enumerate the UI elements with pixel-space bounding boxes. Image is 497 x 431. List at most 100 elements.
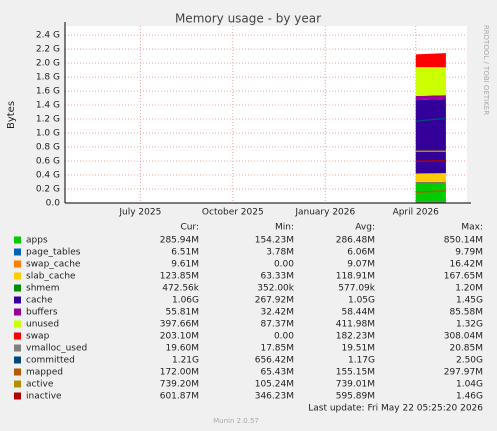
legend-stat: 308.04M bbox=[444, 332, 483, 342]
legend-stat: 105.24M bbox=[255, 380, 294, 390]
y-tick-label: 2.2 G bbox=[36, 45, 60, 55]
legend-stat: 20.85M bbox=[449, 344, 483, 354]
legend-stat: 118.91M bbox=[336, 272, 375, 282]
legend-stat: 1.17G bbox=[348, 356, 375, 366]
legend-stat: 203.10M bbox=[160, 332, 199, 342]
legend-label: page_tables bbox=[26, 248, 81, 258]
legend-stat: 167.65M bbox=[444, 272, 483, 282]
legend-swatch bbox=[14, 272, 21, 280]
legend-stat: 17.85M bbox=[260, 344, 294, 354]
area bbox=[415, 182, 446, 203]
legend-stat: 739.20M bbox=[160, 380, 199, 390]
legend-stat: 1.46G bbox=[456, 392, 483, 402]
last-update: Last update: Fri May 22 05:25:20 2026 bbox=[308, 404, 483, 414]
legend-stat: 65.43M bbox=[260, 368, 294, 378]
area bbox=[415, 95, 446, 101]
legend-stat: 19.60M bbox=[165, 344, 199, 354]
legend-label: apps bbox=[26, 236, 48, 246]
legend-header: Max: bbox=[461, 223, 483, 233]
legend-stat: 2.50G bbox=[456, 356, 483, 366]
legend-stat: 352.00k bbox=[257, 284, 294, 294]
y-tick-label: 2.4 G bbox=[36, 31, 60, 41]
legend-stat: 19.51M bbox=[341, 344, 375, 354]
x-tick-label: July 2025 bbox=[118, 208, 161, 218]
y-tick-label: 1.8 G bbox=[36, 73, 60, 83]
legend-stat: 3.78M bbox=[266, 248, 294, 258]
y-tick-label: 0.2 G bbox=[36, 185, 60, 195]
y-tick-label: 1.4 G bbox=[36, 101, 60, 111]
legend-stat: 9.79M bbox=[455, 248, 483, 258]
legend-label: buffers bbox=[26, 308, 58, 318]
legend-stat: 1.32G bbox=[456, 320, 483, 330]
footer: Munin 2.0.57 bbox=[213, 417, 259, 425]
plot-area bbox=[65, 26, 467, 203]
legend-stat: 346.23M bbox=[255, 392, 294, 402]
legend-stat: 1.05G bbox=[348, 296, 375, 306]
legend-stat: 182.23M bbox=[336, 332, 375, 342]
y-tick-label: 2.0 G bbox=[36, 59, 60, 69]
side-note: RRDTOOL / TOBI OETIKER bbox=[482, 25, 490, 115]
legend-swatch bbox=[14, 236, 21, 244]
legend-label: mapped bbox=[26, 368, 63, 378]
legend-swatch bbox=[14, 296, 21, 304]
legend-swatch bbox=[14, 356, 21, 364]
legend-stat: 601.87M bbox=[160, 392, 199, 402]
legend-label: vmalloc_used bbox=[26, 344, 87, 354]
legend-stat: 577.09k bbox=[338, 284, 375, 294]
legend-stat: 6.51M bbox=[171, 248, 199, 258]
chart-title: Memory usage - by year bbox=[175, 12, 321, 26]
y-tick-label: 0.8 G bbox=[36, 143, 60, 153]
legend-stat: 155.15M bbox=[336, 368, 375, 378]
legend-stat: 595.89M bbox=[336, 392, 375, 402]
legend-label: cache bbox=[26, 296, 53, 306]
legend-stat: 286.48M bbox=[336, 236, 375, 246]
legend-stat: 472.56k bbox=[162, 284, 199, 294]
legend-label: swap bbox=[26, 332, 50, 342]
legend-stat: 85.58M bbox=[449, 308, 483, 318]
y-tick-label: 0.6 G bbox=[36, 157, 60, 167]
legend-swatch bbox=[14, 368, 21, 376]
legend-stat: 267.92M bbox=[255, 296, 294, 306]
legend-stat: 0.00 bbox=[274, 260, 294, 270]
legend-stat: 1.21G bbox=[172, 356, 199, 366]
line bbox=[415, 117, 446, 122]
legend-stat: 739.01M bbox=[336, 380, 375, 390]
legend-stat: 123.85M bbox=[160, 272, 199, 282]
area bbox=[415, 53, 446, 68]
legend-stat: 285.94M bbox=[160, 236, 199, 246]
legend-stat: 32.42M bbox=[260, 308, 294, 318]
legend-stat: 154.23M bbox=[255, 236, 294, 246]
legend-stat: 16.42M bbox=[449, 260, 483, 270]
x-tick-label: January 2026 bbox=[294, 208, 355, 218]
legend-stat: 850.14M bbox=[444, 236, 483, 246]
legend-swatch bbox=[14, 320, 21, 328]
legend-swatch bbox=[14, 260, 21, 268]
legend-swatch bbox=[14, 308, 21, 316]
legend-stat: 397.66M bbox=[160, 320, 199, 330]
legend-stat: 9.61M bbox=[171, 260, 199, 270]
y-axis-label: Bytes bbox=[6, 101, 17, 129]
x-tick-label: April 2026 bbox=[393, 208, 440, 218]
legend-stat: 55.81M bbox=[165, 308, 199, 318]
legend-stat: 1.45G bbox=[456, 296, 483, 306]
y-tick-label: 1.0 G bbox=[36, 129, 60, 139]
y-tick-label: 0.4 G bbox=[36, 171, 60, 181]
legend-swatch bbox=[14, 380, 21, 388]
legend-stat: 63.33M bbox=[260, 272, 294, 282]
legend-label: shmem bbox=[26, 284, 59, 294]
legend-stat: 1.04G bbox=[456, 380, 483, 390]
legend-stat: 0.00 bbox=[274, 332, 294, 342]
legend-label: committed bbox=[26, 356, 75, 366]
area bbox=[415, 67, 446, 96]
legend-swatch bbox=[14, 344, 21, 352]
legend-stat: 87.37M bbox=[260, 320, 294, 330]
line bbox=[415, 190, 446, 193]
legend-stat: 656.42M bbox=[255, 356, 294, 366]
legend-swatch bbox=[14, 392, 21, 400]
area bbox=[415, 181, 446, 183]
legend-header: Avg: bbox=[355, 223, 375, 233]
legend-stat: 172.00M bbox=[160, 368, 199, 378]
y-tick-label: 0.0 bbox=[46, 199, 61, 209]
